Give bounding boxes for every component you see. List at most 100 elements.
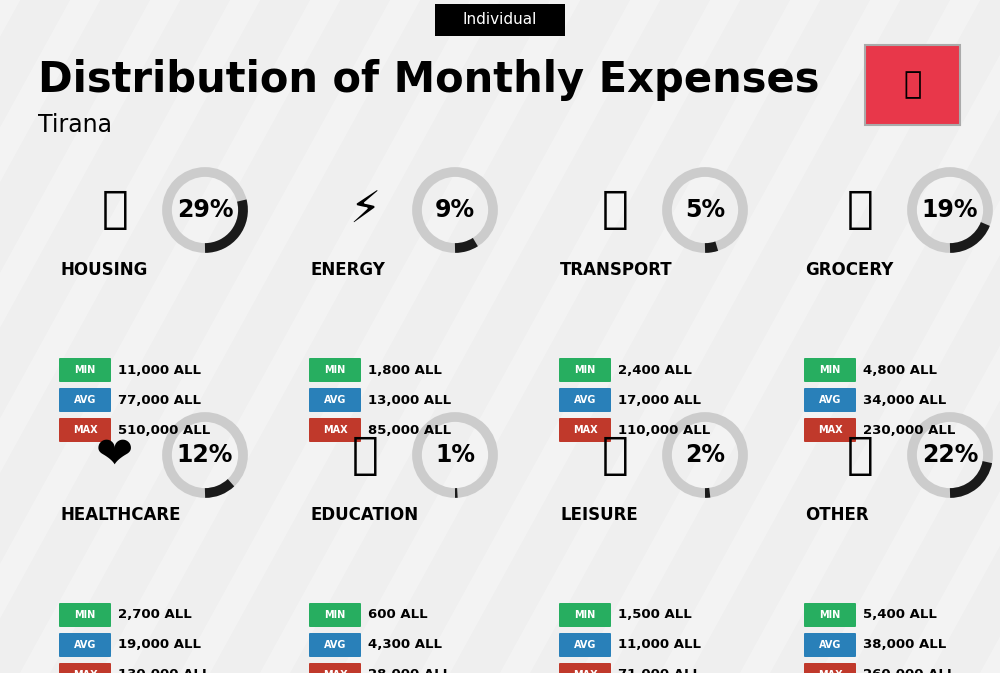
FancyBboxPatch shape xyxy=(804,633,856,657)
Polygon shape xyxy=(0,0,340,673)
Text: 22%: 22% xyxy=(922,443,978,467)
Text: MIN: MIN xyxy=(324,365,346,375)
Text: TRANSPORT: TRANSPORT xyxy=(560,261,673,279)
Text: AVG: AVG xyxy=(574,640,596,650)
Text: AVG: AVG xyxy=(74,395,96,405)
Text: 110,000 ALL: 110,000 ALL xyxy=(618,423,710,437)
FancyBboxPatch shape xyxy=(804,603,856,627)
FancyBboxPatch shape xyxy=(309,633,361,657)
Text: 1,800 ALL: 1,800 ALL xyxy=(368,363,442,376)
Text: 13,000 ALL: 13,000 ALL xyxy=(368,394,451,406)
FancyBboxPatch shape xyxy=(559,388,611,412)
Text: 260,000 ALL: 260,000 ALL xyxy=(863,668,955,673)
Text: 28,000 ALL: 28,000 ALL xyxy=(368,668,451,673)
Polygon shape xyxy=(340,0,740,673)
Text: 19,000 ALL: 19,000 ALL xyxy=(118,639,201,651)
Text: GROCERY: GROCERY xyxy=(805,261,893,279)
Text: MAX: MAX xyxy=(73,425,97,435)
Text: 71,000 ALL: 71,000 ALL xyxy=(618,668,701,673)
FancyBboxPatch shape xyxy=(559,633,611,657)
Text: ENERGY: ENERGY xyxy=(310,261,385,279)
Text: OTHER: OTHER xyxy=(805,506,869,524)
Polygon shape xyxy=(260,0,660,673)
Text: EDUCATION: EDUCATION xyxy=(310,506,418,524)
Polygon shape xyxy=(980,0,1000,673)
Text: AVG: AVG xyxy=(74,640,96,650)
Text: 2,700 ALL: 2,700 ALL xyxy=(118,608,192,621)
Text: AVG: AVG xyxy=(819,395,841,405)
Text: 85,000 ALL: 85,000 ALL xyxy=(368,423,451,437)
Text: MIN: MIN xyxy=(574,610,596,620)
FancyBboxPatch shape xyxy=(309,663,361,673)
Text: 4,300 ALL: 4,300 ALL xyxy=(368,639,442,651)
Text: 5%: 5% xyxy=(685,198,725,222)
Text: 11,000 ALL: 11,000 ALL xyxy=(118,363,201,376)
Text: MIN: MIN xyxy=(324,610,346,620)
Text: 38,000 ALL: 38,000 ALL xyxy=(863,639,946,651)
Text: 11,000 ALL: 11,000 ALL xyxy=(618,639,701,651)
Text: MIN: MIN xyxy=(74,610,96,620)
FancyBboxPatch shape xyxy=(559,358,611,382)
Text: 5,400 ALL: 5,400 ALL xyxy=(863,608,937,621)
Text: MIN: MIN xyxy=(574,365,596,375)
Polygon shape xyxy=(0,0,180,673)
Text: 💰: 💰 xyxy=(847,433,873,476)
Polygon shape xyxy=(820,0,1000,673)
Polygon shape xyxy=(0,0,20,673)
FancyBboxPatch shape xyxy=(59,388,111,412)
Text: 510,000 ALL: 510,000 ALL xyxy=(118,423,210,437)
FancyBboxPatch shape xyxy=(59,633,111,657)
Polygon shape xyxy=(0,0,100,673)
Polygon shape xyxy=(180,0,580,673)
FancyBboxPatch shape xyxy=(59,603,111,627)
Text: 4,800 ALL: 4,800 ALL xyxy=(863,363,937,376)
Text: 2,400 ALL: 2,400 ALL xyxy=(618,363,692,376)
Text: 19%: 19% xyxy=(922,198,978,222)
Text: 1,500 ALL: 1,500 ALL xyxy=(618,608,692,621)
FancyBboxPatch shape xyxy=(59,418,111,442)
Text: AVG: AVG xyxy=(324,640,346,650)
Text: 🛒: 🛒 xyxy=(847,188,873,232)
Text: 34,000 ALL: 34,000 ALL xyxy=(863,394,946,406)
Text: ❤️: ❤️ xyxy=(96,433,134,476)
FancyBboxPatch shape xyxy=(865,45,960,125)
Text: 1%: 1% xyxy=(435,443,475,467)
Text: MIN: MIN xyxy=(819,610,841,620)
FancyBboxPatch shape xyxy=(804,663,856,673)
FancyBboxPatch shape xyxy=(309,418,361,442)
Polygon shape xyxy=(420,0,820,673)
FancyBboxPatch shape xyxy=(804,388,856,412)
Text: 230,000 ALL: 230,000 ALL xyxy=(863,423,955,437)
FancyBboxPatch shape xyxy=(59,663,111,673)
Text: MAX: MAX xyxy=(73,670,97,673)
FancyBboxPatch shape xyxy=(309,603,361,627)
Text: MAX: MAX xyxy=(818,425,842,435)
FancyBboxPatch shape xyxy=(559,418,611,442)
Text: 2%: 2% xyxy=(685,443,725,467)
FancyBboxPatch shape xyxy=(59,358,111,382)
Text: 🦅: 🦅 xyxy=(903,71,922,100)
Text: Tirana: Tirana xyxy=(38,113,112,137)
Text: MAX: MAX xyxy=(323,670,347,673)
Text: HOUSING: HOUSING xyxy=(60,261,147,279)
Text: 🏢: 🏢 xyxy=(102,188,128,232)
Text: Distribution of Monthly Expenses: Distribution of Monthly Expenses xyxy=(38,59,820,101)
Text: 600 ALL: 600 ALL xyxy=(368,608,428,621)
Text: 🎓: 🎓 xyxy=(352,433,378,476)
Text: 🚌: 🚌 xyxy=(602,188,628,232)
FancyBboxPatch shape xyxy=(804,358,856,382)
Text: AVG: AVG xyxy=(324,395,346,405)
FancyBboxPatch shape xyxy=(309,358,361,382)
Text: MAX: MAX xyxy=(573,670,597,673)
Text: 77,000 ALL: 77,000 ALL xyxy=(118,394,201,406)
Polygon shape xyxy=(20,0,420,673)
Text: 17,000 ALL: 17,000 ALL xyxy=(618,394,701,406)
Text: 🛍️: 🛍️ xyxy=(602,433,628,476)
Polygon shape xyxy=(0,0,260,673)
Text: 130,000 ALL: 130,000 ALL xyxy=(118,668,210,673)
FancyBboxPatch shape xyxy=(559,603,611,627)
Polygon shape xyxy=(100,0,500,673)
Text: LEISURE: LEISURE xyxy=(560,506,638,524)
Text: 29%: 29% xyxy=(177,198,233,222)
Polygon shape xyxy=(580,0,980,673)
